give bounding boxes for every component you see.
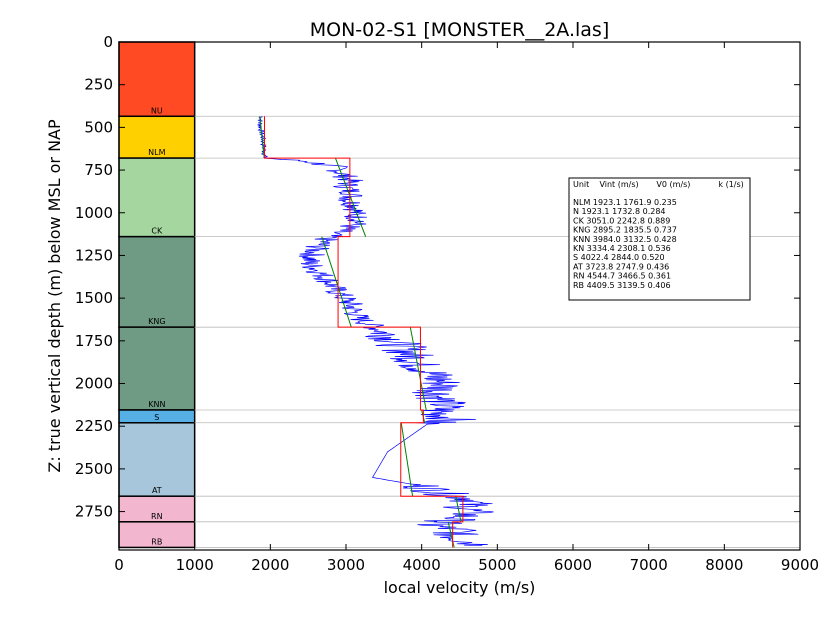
x-tick-label: 8000 xyxy=(705,556,743,574)
legend-header: Unit Vint (m/s) V0 (m/s) k (1/s) xyxy=(573,180,744,189)
fit-segment-nlm xyxy=(259,116,265,159)
unit-label-nlm: NLM xyxy=(148,148,165,157)
legend-row: KN 3334.4 2308.1 0.536 xyxy=(573,244,671,253)
fit-segment-ck xyxy=(334,157,367,237)
unit-block-ck xyxy=(118,157,196,238)
x-axis-title: local velocity (m/s) xyxy=(384,578,536,597)
y-tick-label: 2250 xyxy=(75,417,113,435)
x-tick-label: 6000 xyxy=(554,556,592,574)
x-tick-label: 0 xyxy=(114,556,124,574)
y-tick-label: 1750 xyxy=(75,332,113,350)
vint-step-line xyxy=(264,116,464,548)
unit-block-knn xyxy=(118,326,196,411)
x-tick-label: 5000 xyxy=(478,556,516,574)
x-tick-label: 4000 xyxy=(403,556,441,574)
y-axis-title: Z: true vertical depth (m) below MSL or … xyxy=(45,119,64,473)
chart-title: MON-02-S1 [MONSTER__2A.las] xyxy=(310,19,610,41)
interval-velocity-series xyxy=(264,116,464,548)
unit-block-rn xyxy=(118,495,196,523)
y-axis-ticks: 0 250 500 750 1000 1250 1500 1750 2000 2250 2500 27… xyxy=(75,33,800,521)
x-axis-ticks: 0 1000 2000 3000 4000 5000 6000 7000 8000 9000 xyxy=(114,42,819,574)
x-tick-label: 2000 xyxy=(251,556,289,574)
linear-fit-series xyxy=(259,116,462,548)
x-tick-label: 3000 xyxy=(327,556,365,574)
unit-label-at: AT xyxy=(152,486,162,495)
y-tick-label: 2750 xyxy=(75,503,113,521)
unit-block-kng xyxy=(118,235,196,328)
unit-label-rn: RN xyxy=(151,512,163,521)
legend-row: KNG 2895.2 1835.5 0.737 xyxy=(573,226,677,235)
unit-label-s: S xyxy=(154,413,159,422)
legend-row: S 4022.4 2844.0 0.520 xyxy=(573,253,665,262)
y-tick-label: 500 xyxy=(84,118,113,136)
x-tick-label: 9000 xyxy=(781,556,819,574)
y-tick-label: 1000 xyxy=(75,204,113,222)
legend-box xyxy=(568,177,751,301)
x-tick-label: 1000 xyxy=(176,556,214,574)
x-tick-label: 7000 xyxy=(630,556,668,574)
y-tick-label: 2500 xyxy=(75,460,113,478)
fit-segment-rb xyxy=(447,521,455,548)
fit-segment-at xyxy=(400,422,414,497)
velocity-legend: Unit Vint (m/s) V0 (m/s) k (1/s) NLM 192… xyxy=(568,177,751,301)
unit-block-rb xyxy=(118,521,196,549)
unit-label-knn: KNN xyxy=(148,400,165,409)
unit-label-rb: RB xyxy=(151,537,162,546)
y-tick-label: 1500 xyxy=(75,289,113,307)
fit-segment-knn xyxy=(409,327,427,411)
unit-label-nu: NU xyxy=(151,106,163,115)
legend-row: N 1923.1 1732.8 0.284 xyxy=(573,207,666,216)
legend-row: CK 3051.0 2242.8 0.889 xyxy=(573,216,670,225)
unit-block-nu xyxy=(118,41,196,118)
y-tick-label: 2000 xyxy=(75,375,113,393)
y-tick-label: 250 xyxy=(84,76,113,94)
unit-label-kng: KNG xyxy=(148,317,165,326)
y-tick-label: 1250 xyxy=(75,246,113,264)
plot-frame xyxy=(118,41,801,551)
legend-row: KNN 3984.0 3132.5 0.428 xyxy=(573,235,677,244)
y-tick-label: 0 xyxy=(103,33,113,51)
stratigraphic-column: NU NLM CK KNG KNN S AT RN RB xyxy=(118,41,196,549)
unit-label-ck: CK xyxy=(151,227,163,236)
legend-row: RB 4409.5 3139.5 0.406 xyxy=(573,281,671,290)
fit-segment-kng xyxy=(321,236,352,328)
velocity-log-series xyxy=(257,116,494,547)
legend-row: RN 4544.7 3466.5 0.361 xyxy=(573,272,671,281)
fit-segment-rn xyxy=(455,496,462,522)
velocity-log-line xyxy=(257,116,494,547)
y-tick-label: 750 xyxy=(84,161,113,179)
unit-block-at xyxy=(118,422,196,497)
legend-row: AT 3723.8 2747.9 0.436 xyxy=(573,262,669,271)
legend-row: NLM 1923.1 1761.9 0.235 xyxy=(573,198,677,207)
